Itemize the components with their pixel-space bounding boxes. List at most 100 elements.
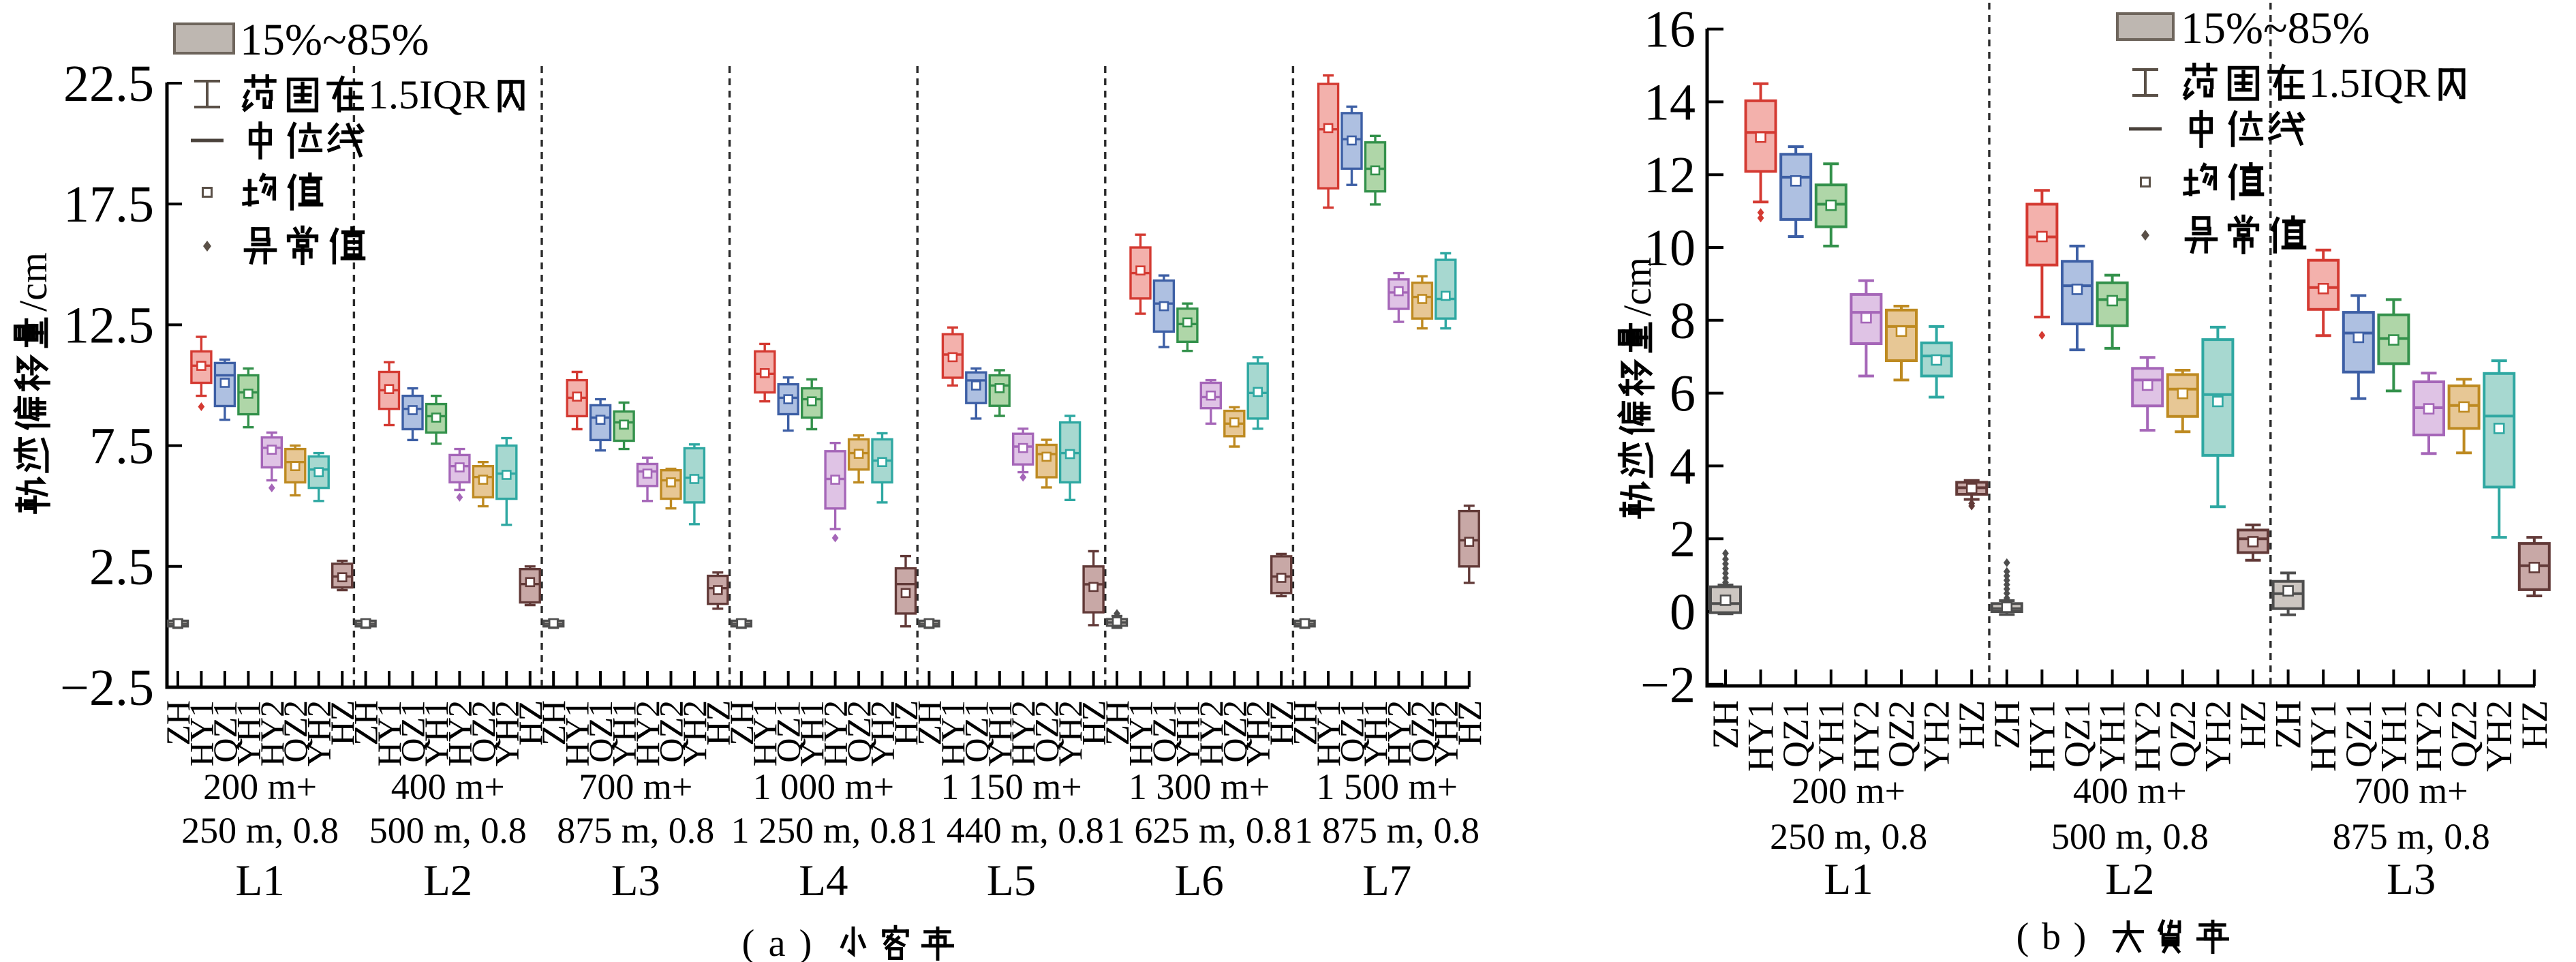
svg-text:12.5: 12.5 [63,297,154,354]
svg-text:HZ: HZ [2233,700,2273,749]
svg-text:ZH: ZH [722,700,761,746]
svg-text:QZ1: QZ1 [1775,700,1816,768]
svg-text:1 150 m+: 1 150 m+ [940,766,1082,807]
svg-text:QZ2: QZ2 [2444,700,2485,768]
svg-text:HZ: HZ [887,700,925,746]
svg-text:L3: L3 [2387,855,2436,904]
svg-text:QZ2: QZ2 [464,700,502,763]
svg-text:−2: −2 [1640,657,1696,714]
svg-text:875 m, 0.8: 875 m, 0.8 [2333,816,2490,857]
svg-text:ZH: ZH [910,700,948,746]
svg-text:QZ1: QZ1 [957,700,995,763]
svg-text:HZ: HZ [2514,700,2555,749]
svg-text:L3: L3 [611,856,660,905]
svg-text:(: ( [742,922,755,962]
svg-text:500 m, 0.8: 500 m, 0.8 [369,810,527,851]
svg-text:YH1: YH1 [2092,700,2133,772]
svg-text:YH2: YH2 [675,700,714,766]
svg-text:/cm: /cm [1615,257,1659,316]
svg-text:4: 4 [1670,438,1696,495]
svg-text:700 m+: 700 m+ [2355,770,2468,811]
svg-text:15%~85%: 15%~85% [2181,3,2370,53]
svg-text:QZ2: QZ2 [276,700,314,763]
svg-text:200 m+: 200 m+ [203,766,317,807]
svg-text:250 m, 0.8: 250 m, 0.8 [181,810,339,851]
svg-text:QZ2: QZ2 [2162,700,2203,768]
svg-text:YH1: YH1 [1811,700,1852,772]
svg-text:HY1: HY1 [2021,700,2062,772]
svg-text:): ) [799,922,812,962]
svg-text:HY1: HY1 [746,700,784,766]
svg-text:HY2: HY2 [1845,700,1886,772]
svg-text:17.5: 17.5 [63,176,154,233]
svg-text:ZH: ZH [2268,700,2309,749]
svg-text:QZ2: QZ2 [1028,700,1066,763]
svg-text:HZ: HZ [511,700,549,746]
svg-text:L6: L6 [1174,856,1223,905]
svg-text:875 m, 0.8: 875 m, 0.8 [557,810,714,851]
svg-text:HZ: HZ [1262,700,1300,746]
svg-text:15%~85%: 15%~85% [240,15,429,65]
svg-text:QZ2: QZ2 [1215,700,1253,763]
svg-text:HY2: HY2 [628,700,666,766]
svg-text:ZH: ZH [1286,700,1324,746]
svg-text:YH1: YH1 [1356,700,1394,766]
svg-text:14: 14 [1644,74,1696,131]
svg-text:400 m+: 400 m+ [391,766,505,807]
svg-text:QZ1: QZ1 [2338,700,2379,768]
svg-text:1.5IQR: 1.5IQR [2309,61,2430,106]
svg-text:HY2: HY2 [1192,700,1230,766]
svg-text:10: 10 [1644,220,1696,277]
svg-text:L2: L2 [2105,855,2154,904]
svg-text:YH2: YH2 [1426,700,1465,766]
svg-text:QZ1: QZ1 [581,700,619,763]
svg-text:YH1: YH1 [1168,700,1206,766]
svg-text:HZ: HZ [1450,700,1488,746]
svg-text:6: 6 [1670,365,1696,423]
svg-text:QZ2: QZ2 [1881,700,1922,768]
svg-text:1 625 m, 0.8: 1 625 m, 0.8 [1107,810,1292,851]
svg-text:): ) [2074,916,2087,958]
svg-text:b: b [2042,916,2061,958]
svg-text:YH2: YH2 [863,700,902,766]
svg-text:YH1: YH1 [417,700,455,766]
svg-text:1 500 m+: 1 500 m+ [1316,766,1457,807]
svg-text:YH2: YH2 [487,700,525,766]
svg-text:1 875 m, 0.8: 1 875 m, 0.8 [1294,810,1479,851]
svg-text:L1: L1 [235,856,284,905]
svg-text:QZ2: QZ2 [1403,700,1441,763]
svg-text:L4: L4 [799,856,848,905]
svg-text:500 m, 0.8: 500 m, 0.8 [2051,816,2209,857]
svg-text:YH1: YH1 [229,700,267,766]
svg-text:ZH: ZH [1098,700,1136,746]
svg-text:200 m+: 200 m+ [1792,770,1905,811]
svg-text:ZH: ZH [347,700,385,746]
svg-text:HY1: HY1 [1741,700,1781,772]
svg-text:HZ: HZ [323,700,361,746]
svg-text:YH2: YH2 [1239,700,1277,766]
svg-text:HY1: HY1 [1309,700,1347,766]
svg-text:HZ: HZ [1951,700,1992,749]
svg-text:16: 16 [1644,1,1696,59]
svg-text:1.5IQR: 1.5IQR [368,72,489,117]
svg-text:L5: L5 [987,856,1036,905]
svg-text:HY2: HY2 [440,700,478,766]
svg-text:QZ1: QZ1 [394,700,432,763]
svg-text:QZ2: QZ2 [652,700,690,763]
svg-text:HY1: HY1 [1122,700,1160,766]
svg-text:HY2: HY2 [2127,700,2168,772]
svg-text:QZ1: QZ1 [1333,700,1371,763]
svg-text:YH1: YH1 [793,700,831,766]
svg-text:22.5: 22.5 [63,55,154,112]
svg-text:HY2: HY2 [1004,700,1042,766]
svg-text:YH2: YH2 [2197,700,2238,772]
svg-text:HY1: HY1 [934,700,972,766]
svg-text:250 m, 0.8: 250 m, 0.8 [1770,816,1927,857]
svg-text:HY1: HY1 [182,700,220,766]
svg-text:400 m+: 400 m+ [2073,770,2187,811]
svg-text:ZH: ZH [534,700,572,746]
svg-text:1 440 m, 0.8: 1 440 m, 0.8 [919,810,1104,851]
svg-text:1 300 m+: 1 300 m+ [1129,766,1270,807]
svg-text:L1: L1 [1824,855,1873,904]
svg-text:HZ: HZ [1075,700,1113,746]
